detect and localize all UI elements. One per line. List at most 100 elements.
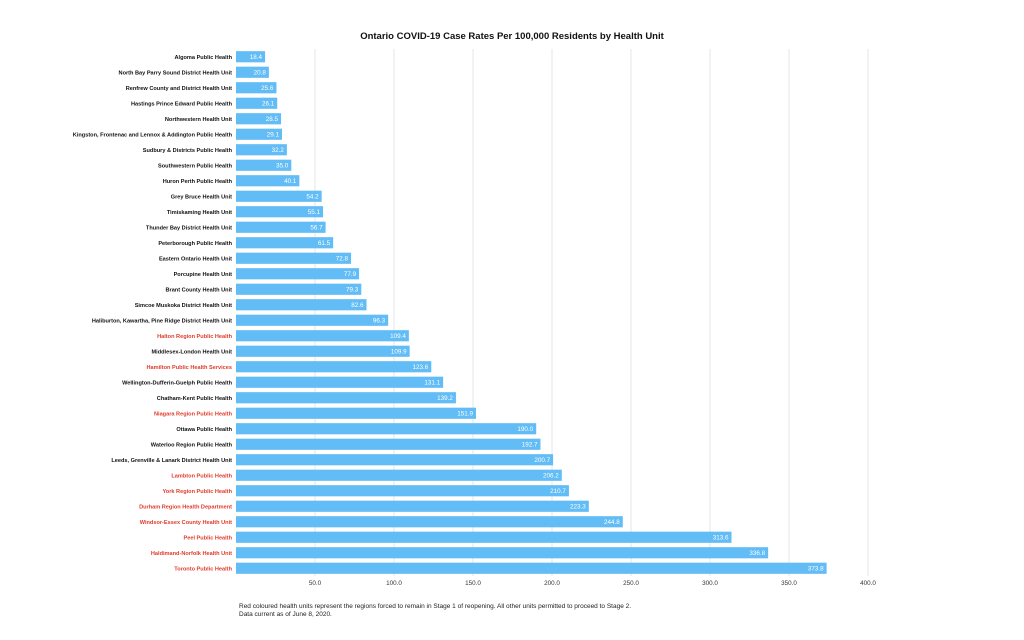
bar-value-label: 336.8 [749,550,765,557]
footnote-data-date: Data current as of June 8, 2020. [239,611,332,618]
bar [236,562,827,574]
footnote-stage-note: Red coloured health units represent the … [239,603,632,610]
bar [236,268,360,280]
bar [236,376,444,388]
category-label: Renfrew County and District Health Unit [126,86,232,92]
bar [236,283,362,295]
category-label: Thunder Bay District Health Unit [146,225,232,231]
bar [236,516,623,528]
category-label: Lambton Public Health [171,473,232,479]
bar-value-label: 26.1 [262,100,275,107]
bar-value-label: 77.9 [344,271,357,278]
bar-value-label: 373.8 [808,565,824,572]
category-label: Haliburton, Kawartha, Pine Ridge Distric… [92,318,232,324]
bar [236,361,432,373]
category-label: Brant County Health Unit [165,287,232,293]
bar-value-label: 244.8 [604,519,620,526]
bar [236,438,541,450]
category-label: Toronto Public Health [174,566,232,572]
category-label: Huron Perth Public Health [163,179,233,185]
bar [236,485,569,497]
bar-value-label: 313.6 [713,534,729,541]
bar [236,190,322,202]
x-tick-label: 350.0 [781,580,797,587]
category-label: Southwestern Public Health [158,163,233,169]
bar-value-label: 123.6 [413,364,429,371]
bar-value-label: 29.1 [267,131,280,138]
bar [236,345,410,357]
bar-value-label: 28.5 [266,116,279,123]
bar [236,500,589,512]
bars: 18.4 20.8 25.6 26.1 28.5 29.1 32.2 35.0 40.1 54.2… [236,51,827,574]
category-label: Peel Public Health [184,535,233,541]
category-label: Northwestern Health Unit [165,117,232,123]
category-label: Peterborough Public Health [158,241,232,247]
category-label: Leeds, Grenville & Lanark District Healt… [111,458,232,464]
bar [236,51,266,63]
bar [236,97,278,109]
bar-value-label: 206.2 [543,472,559,479]
bar-value-label: 131.1 [424,379,440,386]
bar-value-label: 192.7 [522,441,538,448]
bar-value-label: 223.3 [570,503,586,510]
bar [236,454,554,466]
bar-value-label: 20.8 [254,69,267,76]
bar-value-label: 96.3 [373,317,386,324]
category-label: Ottawa Public Health [176,427,232,433]
bar-value-label: 139.2 [437,395,453,402]
bar [236,314,389,326]
bar [236,469,562,481]
bar [236,407,477,419]
x-tick-label: 100.0 [386,580,402,587]
category-label: Wellington-Dufferin-Guelph Public Health [122,380,232,386]
bar-value-label: 109.4 [390,333,406,340]
category-labels: Algoma Public Health North Bay Parry Soun… [73,55,233,573]
gridlines [314,49,869,576]
bar-value-label: 82.6 [351,302,364,309]
category-label: Algoma Public Health [175,55,233,61]
bar [236,237,334,249]
category-label: Hastings Prince Edward Public Health [131,101,233,107]
chart-title: Ontario COVID-19 Case Rates Per 100,000 … [360,31,664,42]
bar-value-label: 54.2 [306,193,319,200]
x-axis: 50.0 100.0 150.0 200.0 250.0 300.0 350.0 400.0 [309,580,877,587]
category-label: Windsor-Essex County Health Unit [140,520,232,526]
bar [236,128,282,140]
bar [236,252,352,264]
bar-value-label: 72.8 [336,255,349,262]
category-label: Chatham-Kent Public Health [157,396,233,402]
bar [236,299,367,311]
bar-value-label: 210.7 [550,488,566,495]
bar [236,206,324,218]
bar-value-label: 200.7 [534,457,550,464]
category-label: Waterloo Region Public Health [151,442,233,448]
x-tick-label: 400.0 [860,580,876,587]
bar-value-label: 109.9 [391,348,407,355]
bar-value-label: 40.1 [284,178,297,185]
bar [236,144,287,156]
bar-value-label: 61.5 [318,240,331,247]
category-label: York Region Public Health [162,489,232,495]
category-label: Simcoe Muskoka District Health Unit [135,303,232,309]
bar-value-label: 79.3 [346,286,359,293]
x-tick-label: 300.0 [702,580,718,587]
bar [236,82,277,94]
bar-value-label: 151.9 [457,410,473,417]
bar [236,113,282,125]
bar-value-label: 18.4 [250,54,263,61]
category-label: Kingston, Frontenac and Lennox & Addingt… [73,132,233,138]
bar-value-label: 35.0 [276,162,289,169]
category-label: Hamilton Public Health Services [147,365,233,371]
bar [236,159,292,171]
bar-value-label: 56.7 [310,224,323,231]
category-label: Sudbury & Districts Public Health [143,148,233,154]
category-label: Niagara Region Public Health [154,411,233,417]
bar [236,547,769,559]
category-label: Middlesex-London Health Unit [152,349,233,355]
category-label: Eastern Ontario Health Unit [159,256,232,262]
category-label: Timiskaming Health Unit [167,210,232,216]
bar [236,66,269,78]
bar [236,423,537,435]
x-tick-label: 50.0 [309,580,322,587]
